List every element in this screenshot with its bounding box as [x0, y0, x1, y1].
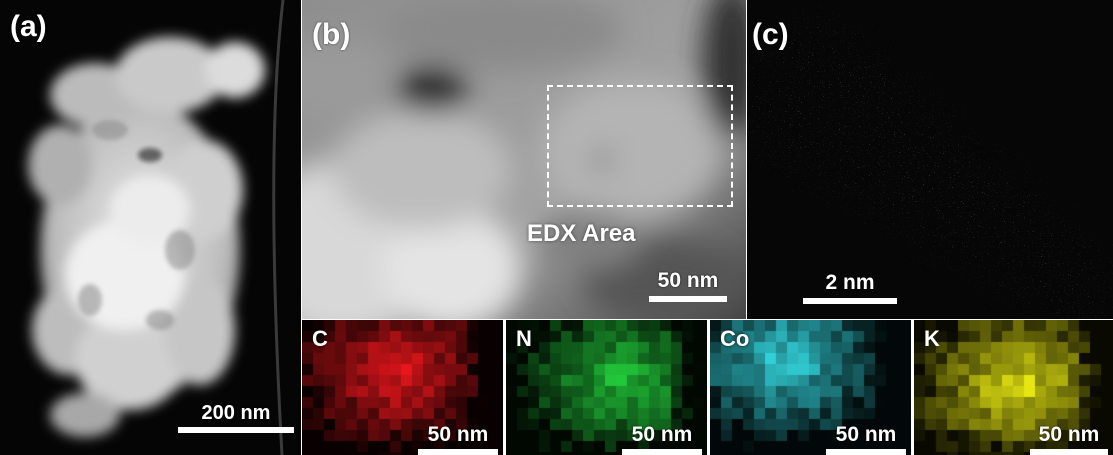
panel-c-micrograph: (c) 2 nm — [747, 0, 1113, 319]
cobalt-map-scale-bar: 50 nm — [826, 424, 906, 455]
panel-b-label: (b) — [312, 18, 351, 51]
panel-b-scale-bar-line — [649, 296, 727, 302]
particle-aggregate-image — [0, 0, 301, 455]
nitrogen-map-scale-bar-line — [622, 449, 702, 455]
potassium-map-image — [914, 320, 1113, 455]
edx-map-potassium: K 50 nm — [914, 320, 1113, 455]
panel-a-label: (a) — [10, 10, 47, 43]
panel-b-scale-bar-text: 50 nm — [657, 269, 719, 292]
potassium-map-scale-bar: 50 nm — [1030, 424, 1108, 455]
particle-closeup-image — [302, 0, 746, 319]
cobalt-map-image — [710, 320, 911, 455]
potassium-map-scale-bar-text: 50 nm — [1038, 423, 1100, 446]
cobalt-map-scale-bar-text: 50 nm — [835, 423, 897, 446]
nitrogen-map-scale-bar-text: 50 nm — [631, 423, 693, 446]
panel-a-scale-bar: 200 nm — [178, 403, 294, 433]
carbon-map-label: C — [312, 326, 328, 351]
potassium-map-label: K — [924, 326, 940, 351]
panel-c-scale-bar-text: 2 nm — [825, 271, 875, 294]
panel-b-micrograph: (b) EDX Area 50 nm — [302, 0, 746, 319]
atomic-resolution-image — [747, 0, 1113, 319]
panel-a-micrograph: (a) 200 nm — [0, 0, 301, 455]
edx-area-box — [547, 85, 733, 207]
edx-map-cobalt: Co 50 nm — [710, 320, 911, 455]
carbon-map-scale-bar-line — [418, 449, 498, 455]
panel-c-label: (c) — [752, 18, 789, 51]
panel-b-scale-bar: 50 nm — [647, 270, 729, 302]
edx-area-label: EDX Area — [527, 220, 636, 247]
edx-map-nitrogen: N 50 nm — [506, 320, 707, 455]
nitrogen-map-scale-bar: 50 nm — [622, 424, 702, 455]
panel-a-scale-bar-text: 200 nm — [201, 402, 271, 424]
carbon-map-scale-bar-text: 50 nm — [427, 423, 489, 446]
cobalt-map-label: Co — [720, 326, 750, 351]
nitrogen-map-label: N — [516, 326, 532, 351]
potassium-map-scale-bar-line — [1030, 449, 1108, 455]
carbon-map-scale-bar: 50 nm — [418, 424, 498, 455]
edx-map-carbon: C 50 nm — [302, 320, 503, 455]
nitrogen-map-image — [506, 320, 707, 455]
cobalt-map-scale-bar-line — [826, 449, 906, 455]
panel-c-scale-bar-line — [803, 298, 897, 304]
panel-a-scale-bar-line — [178, 427, 294, 433]
panel-c-scale-bar: 2 nm — [802, 272, 898, 304]
carbon-map-image — [302, 320, 503, 455]
